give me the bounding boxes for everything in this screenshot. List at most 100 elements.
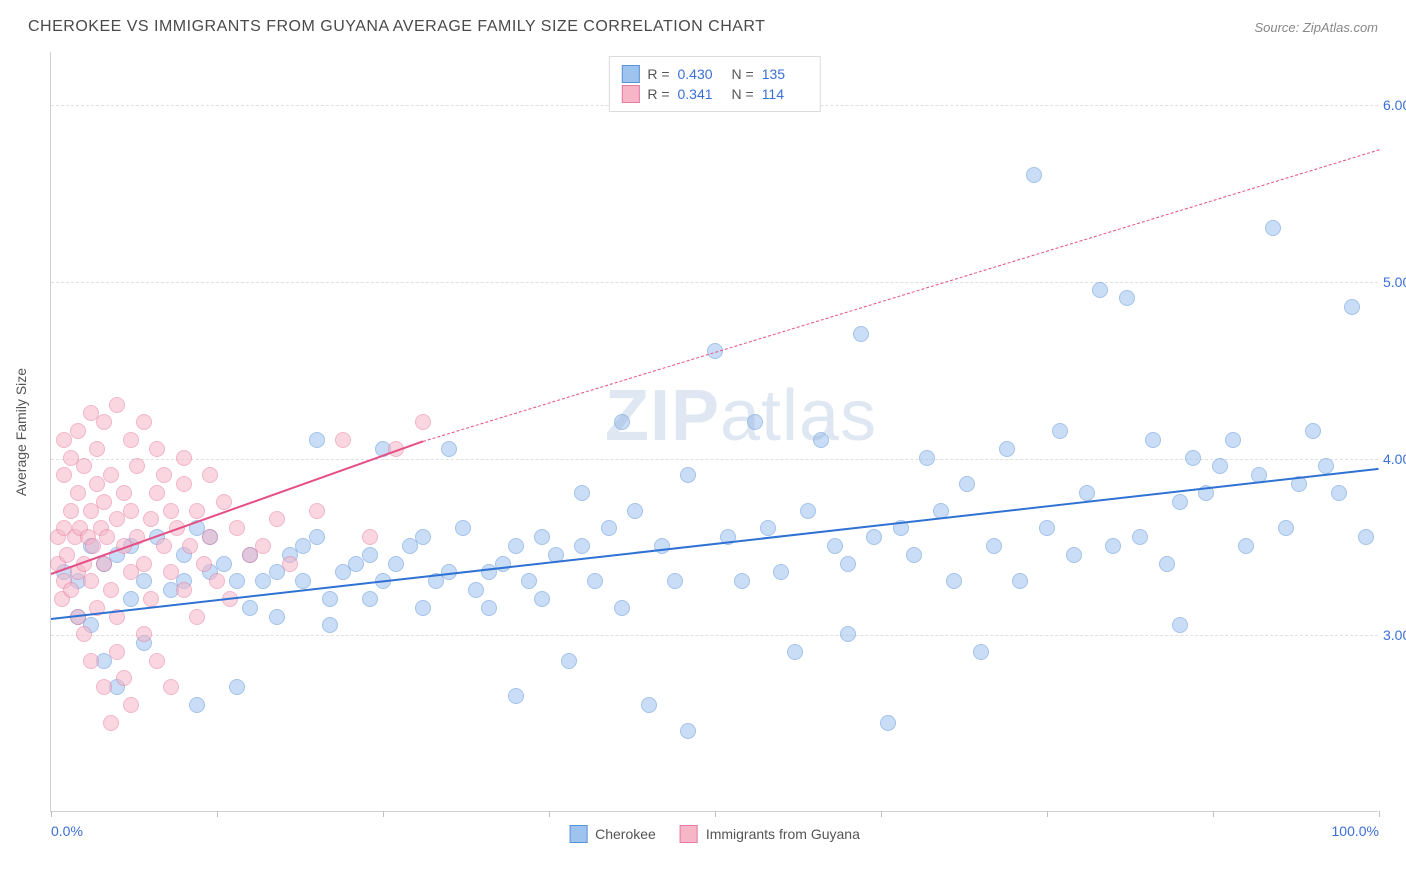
x-tick	[51, 811, 52, 817]
y-axis-title: Average Family Size	[13, 367, 29, 495]
data-point	[156, 467, 172, 483]
data-point	[56, 467, 72, 483]
data-point	[202, 467, 218, 483]
data-point	[1039, 520, 1055, 536]
gridline	[51, 635, 1378, 636]
data-point	[309, 529, 325, 545]
data-point	[1344, 299, 1360, 315]
data-point	[282, 547, 298, 563]
watermark-zip: ZIP	[605, 376, 720, 456]
data-point	[269, 609, 285, 625]
data-point	[614, 414, 630, 430]
data-point	[109, 644, 125, 660]
data-point	[402, 538, 418, 554]
data-point	[986, 538, 1002, 554]
data-point	[641, 697, 657, 713]
data-point	[129, 458, 145, 474]
data-point	[295, 538, 311, 554]
data-point	[189, 609, 205, 625]
data-point	[309, 432, 325, 448]
data-point	[242, 547, 258, 563]
legend-r-label: R =	[647, 66, 669, 82]
data-point	[269, 511, 285, 527]
data-point	[80, 529, 96, 545]
data-point	[116, 670, 132, 686]
data-point	[163, 564, 179, 580]
data-point	[1026, 167, 1042, 183]
data-point	[54, 591, 70, 607]
data-point	[109, 511, 125, 527]
data-point	[149, 485, 165, 501]
source-attribution: Source: ZipAtlas.com	[1254, 20, 1378, 35]
x-tick	[1379, 811, 1380, 817]
data-point	[561, 653, 577, 669]
data-point	[216, 556, 232, 572]
data-point	[96, 414, 112, 430]
x-tick	[549, 811, 550, 817]
data-point	[67, 529, 83, 545]
data-point	[229, 520, 245, 536]
data-point	[56, 520, 72, 536]
data-point	[123, 432, 139, 448]
x-tick	[217, 811, 218, 817]
data-point	[680, 467, 696, 483]
data-point	[1225, 432, 1241, 448]
data-point	[840, 556, 856, 572]
data-point	[72, 520, 88, 536]
data-point	[1066, 547, 1082, 563]
legend-r-value: 0.341	[678, 86, 724, 102]
data-point	[255, 573, 271, 589]
data-point	[136, 556, 152, 572]
data-point	[63, 582, 79, 598]
legend-n-label: N =	[732, 86, 754, 102]
gridline	[51, 282, 1378, 283]
data-point	[109, 397, 125, 413]
data-point	[196, 556, 212, 572]
data-point	[163, 582, 179, 598]
data-point	[1265, 220, 1281, 236]
data-point	[1145, 432, 1161, 448]
data-point	[1012, 573, 1028, 589]
watermark: ZIPatlas	[605, 375, 877, 457]
data-point	[574, 538, 590, 554]
data-point	[680, 723, 696, 739]
data-point	[123, 697, 139, 713]
legend-n-value: 135	[762, 66, 808, 82]
data-point	[89, 441, 105, 457]
legend-row: R =0.341N =114	[621, 85, 807, 103]
data-point	[415, 414, 431, 430]
data-point	[96, 494, 112, 510]
trend-line	[423, 149, 1379, 442]
data-point	[787, 644, 803, 660]
legend-item: Cherokee	[569, 825, 656, 843]
legend-r-value: 0.430	[678, 66, 724, 82]
data-point	[156, 538, 172, 554]
data-point	[103, 467, 119, 483]
data-point	[322, 617, 338, 633]
data-point	[1105, 538, 1121, 554]
data-point	[83, 617, 99, 633]
data-point	[481, 600, 497, 616]
data-point	[83, 538, 99, 554]
data-point	[348, 556, 364, 572]
data-point	[50, 529, 66, 545]
data-point	[189, 697, 205, 713]
data-point	[70, 485, 86, 501]
data-point	[176, 582, 192, 598]
data-point	[176, 573, 192, 589]
data-point	[163, 503, 179, 519]
data-point	[1119, 290, 1135, 306]
data-point	[143, 511, 159, 527]
data-point	[959, 476, 975, 492]
data-point	[123, 503, 139, 519]
data-point	[362, 529, 378, 545]
data-point	[76, 458, 92, 474]
data-point	[59, 547, 75, 563]
data-point	[136, 635, 152, 651]
data-point	[103, 582, 119, 598]
data-point	[229, 679, 245, 695]
data-point	[388, 556, 404, 572]
header-row: CHEROKEE VS IMMIGRANTS FROM GUYANA AVERA…	[0, 0, 1406, 44]
data-point	[89, 476, 105, 492]
data-point	[999, 441, 1015, 457]
